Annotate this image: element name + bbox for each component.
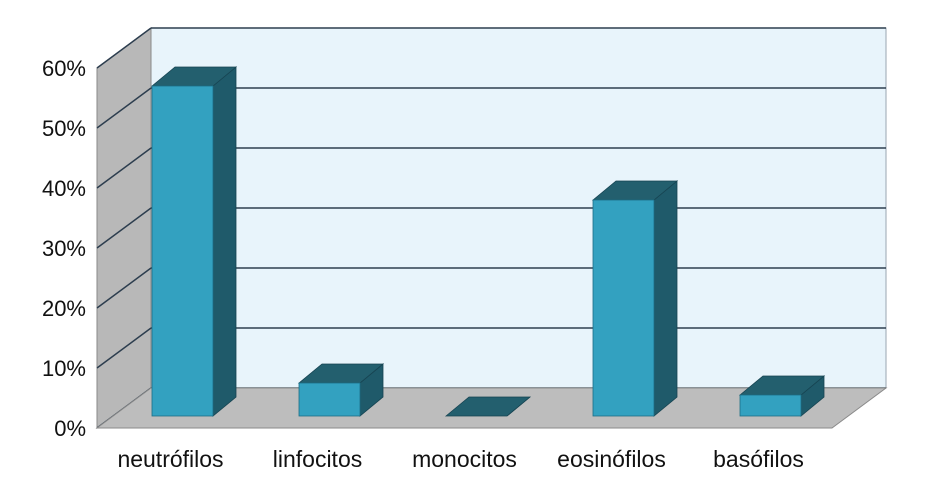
- gridline-side: [96, 327, 152, 369]
- bar-top: [444, 396, 532, 417]
- y-tick-label: 0%: [54, 416, 86, 441]
- bar: [738, 375, 826, 417]
- bar: [297, 363, 385, 417]
- gridline-side: [96, 87, 152, 129]
- bar-front: [151, 85, 214, 417]
- x-category-label: monocitos: [412, 446, 517, 472]
- bar-front: [298, 382, 361, 417]
- bar-front: [739, 394, 802, 417]
- bar: [591, 180, 679, 417]
- gridline-side: [96, 267, 152, 309]
- y-tick-label: 20%: [42, 296, 86, 321]
- x-category-label: linfocitos: [273, 446, 362, 472]
- y-tick-label: 60%: [42, 56, 86, 81]
- y-tick-label: 40%: [42, 176, 86, 201]
- y-tick-label: 10%: [42, 356, 86, 381]
- x-category-label: eosinófilos: [557, 446, 666, 472]
- bar: [444, 396, 532, 417]
- x-category-label: basófilos: [713, 446, 804, 472]
- bar-side: [653, 180, 678, 417]
- x-category-label: neutrófilos: [117, 446, 223, 472]
- gridline-side: [96, 147, 152, 189]
- gridline-side: [96, 207, 152, 249]
- bar-side: [212, 66, 237, 417]
- y-tick-label: 30%: [42, 236, 86, 261]
- gridline-side: [96, 27, 152, 69]
- bar-front: [592, 199, 655, 417]
- y-tick-label: 50%: [42, 116, 86, 141]
- bar: [150, 66, 238, 417]
